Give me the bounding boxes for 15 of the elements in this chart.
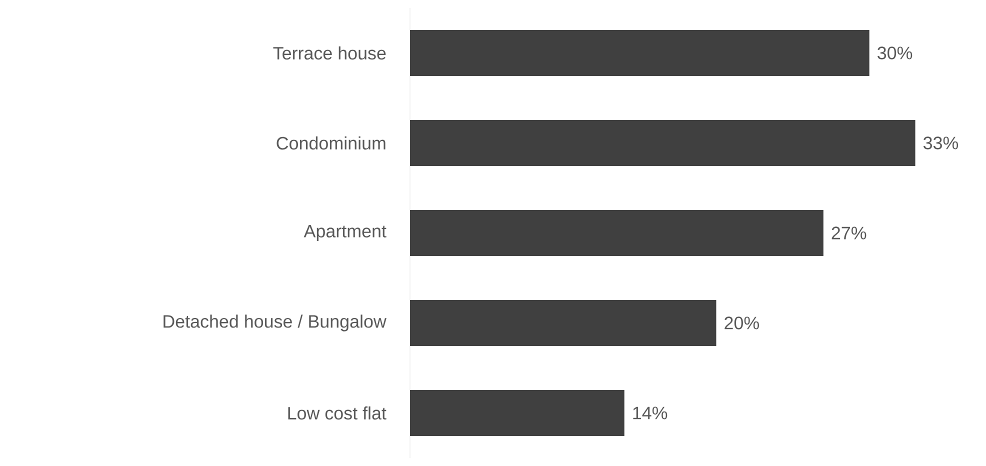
bar	[410, 210, 824, 256]
y-tick-label: Detached house / Bungalow	[164, 314, 386, 332]
y-tick-label: Apartment	[304, 224, 386, 242]
y-tick-label: Terrace house	[273, 46, 386, 60]
bar	[410, 30, 870, 76]
data-label: 14%	[633, 406, 668, 420]
bar	[410, 300, 716, 346]
data-label: 20%	[724, 316, 759, 330]
y-tick-label: Low cost flat	[288, 406, 386, 420]
data-label: 30%	[878, 46, 912, 60]
bar	[410, 120, 916, 166]
y-tick-label: Condominium	[276, 136, 386, 150]
bar	[410, 390, 624, 436]
data-label: 33%	[923, 136, 958, 150]
data-label: 27%	[832, 226, 866, 240]
